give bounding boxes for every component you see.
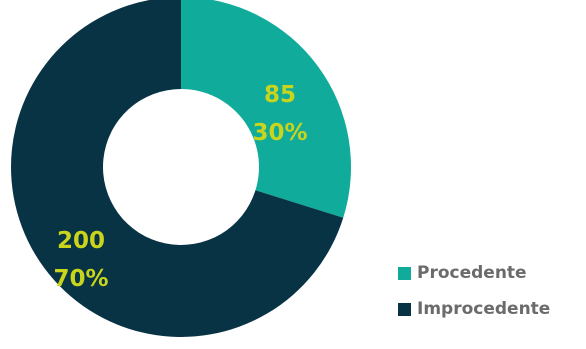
legend-label-improcedente: Improcedente — [417, 299, 551, 319]
value-label-procedente: 85 — [264, 82, 296, 108]
legend-item-improcedente: Improcedente — [398, 298, 550, 320]
legend-swatch-procedente — [398, 266, 411, 280]
slice-procedente — [181, 0, 351, 218]
percent-label-improcedente: 70% — [53, 266, 108, 292]
legend: Procedente Improcedente — [398, 262, 550, 334]
slice-improcedente — [11, 0, 344, 337]
legend-label-procedente: Procedente — [417, 263, 527, 283]
legend-item-procedente: Procedente — [398, 262, 550, 284]
value-label-improcedente: 200 — [57, 228, 105, 254]
legend-swatch-improcedente — [398, 302, 411, 316]
percent-label-procedente: 30% — [252, 120, 307, 146]
